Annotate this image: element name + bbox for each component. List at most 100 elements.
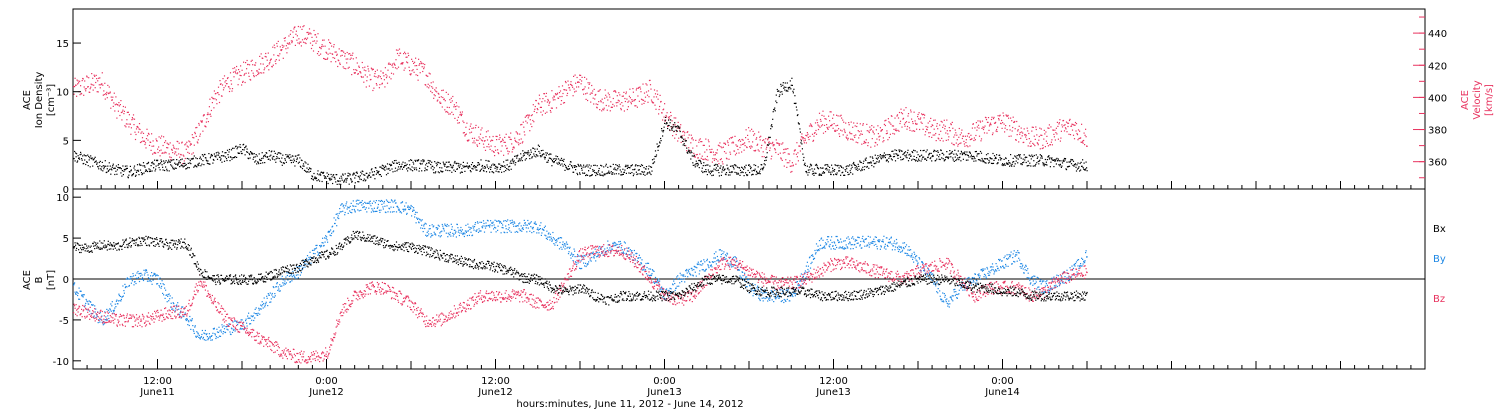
velocity-point <box>364 66 366 68</box>
velocity-point <box>533 110 535 112</box>
density-point <box>983 158 986 160</box>
velocity-point <box>320 48 322 50</box>
velocity-point <box>453 104 455 106</box>
density-point <box>737 172 739 174</box>
velocity-point <box>242 80 244 82</box>
velocity-point <box>833 114 835 116</box>
velocity-point <box>1068 133 1070 135</box>
by-point <box>382 208 384 210</box>
velocity-point <box>516 132 518 134</box>
velocity-point <box>636 106 638 108</box>
velocity-point <box>886 132 888 134</box>
velocity-point <box>380 78 382 80</box>
density-point <box>413 167 415 169</box>
density-point <box>919 155 921 157</box>
velocity-point <box>648 96 650 98</box>
velocity-point <box>559 96 561 98</box>
velocity-point <box>745 129 747 131</box>
velocity-point <box>968 136 970 138</box>
by-point <box>439 236 441 238</box>
velocity-point <box>184 144 186 146</box>
velocity-point <box>292 31 294 33</box>
density-point <box>794 95 796 97</box>
density-point <box>367 175 369 177</box>
density-point <box>80 153 82 155</box>
density-point <box>389 169 391 171</box>
density-point <box>725 172 728 174</box>
velocity-point <box>1041 134 1043 136</box>
velocity-point <box>592 97 594 99</box>
density-point <box>213 159 215 161</box>
density-point <box>181 158 183 160</box>
density-point <box>681 137 683 139</box>
density-point <box>565 167 568 169</box>
velocity-point <box>939 139 941 142</box>
density-point <box>1033 160 1035 162</box>
by-point <box>183 315 185 318</box>
velocity-point <box>1033 135 1035 137</box>
velocity-point <box>471 127 473 129</box>
density-point <box>948 156 950 158</box>
density-point <box>1085 161 1087 163</box>
velocity-point <box>766 146 768 148</box>
velocity-point <box>137 126 139 128</box>
velocity-point <box>459 114 461 116</box>
by-point <box>528 223 530 225</box>
velocity-point <box>1028 132 1030 135</box>
by-point <box>324 237 326 239</box>
velocity-point <box>397 49 399 51</box>
velocity-point <box>863 142 865 144</box>
velocity-point <box>271 66 273 68</box>
velocity-point <box>1084 144 1086 146</box>
density-point <box>273 150 275 152</box>
density-point <box>957 150 959 152</box>
by-point <box>249 317 251 319</box>
density-point <box>1043 162 1045 164</box>
density-point <box>514 164 516 166</box>
density-point <box>926 149 928 151</box>
density-point <box>456 168 458 170</box>
density-point <box>519 160 521 162</box>
density-point <box>534 148 536 150</box>
by-point <box>144 272 146 274</box>
density-point <box>808 166 811 168</box>
density-point <box>616 169 618 171</box>
density-point <box>291 159 293 161</box>
velocity-point <box>357 73 359 75</box>
by-point <box>393 200 396 202</box>
density-point <box>162 169 164 171</box>
density-point <box>822 167 824 169</box>
by-point <box>145 269 148 272</box>
density-point <box>244 154 246 156</box>
velocity-point <box>952 127 954 129</box>
velocity-point <box>92 89 94 91</box>
velocity-point <box>230 83 233 85</box>
velocity-point <box>448 113 450 115</box>
velocity-point <box>487 130 489 132</box>
density-point <box>1082 166 1084 169</box>
density-point <box>202 155 204 157</box>
density-point <box>909 153 911 155</box>
density-point <box>431 161 433 163</box>
velocity-point <box>1003 123 1005 125</box>
density-point <box>351 180 353 182</box>
velocity-point <box>696 145 698 147</box>
density-point <box>104 165 106 167</box>
density-point <box>379 174 381 176</box>
velocity-point <box>1055 132 1057 134</box>
by-point <box>199 338 201 340</box>
by-point <box>138 280 141 283</box>
velocity-point <box>225 80 227 82</box>
velocity-point <box>384 86 386 88</box>
density-point <box>399 168 401 170</box>
velocity-point <box>438 96 440 98</box>
by-point <box>320 246 322 248</box>
density-point <box>782 82 784 84</box>
density-point <box>531 156 533 158</box>
velocity-point <box>343 67 345 69</box>
velocity-point <box>418 58 420 60</box>
velocity-point <box>628 95 630 97</box>
by-point <box>106 308 108 310</box>
by-point <box>254 308 256 310</box>
by-point <box>426 235 428 237</box>
